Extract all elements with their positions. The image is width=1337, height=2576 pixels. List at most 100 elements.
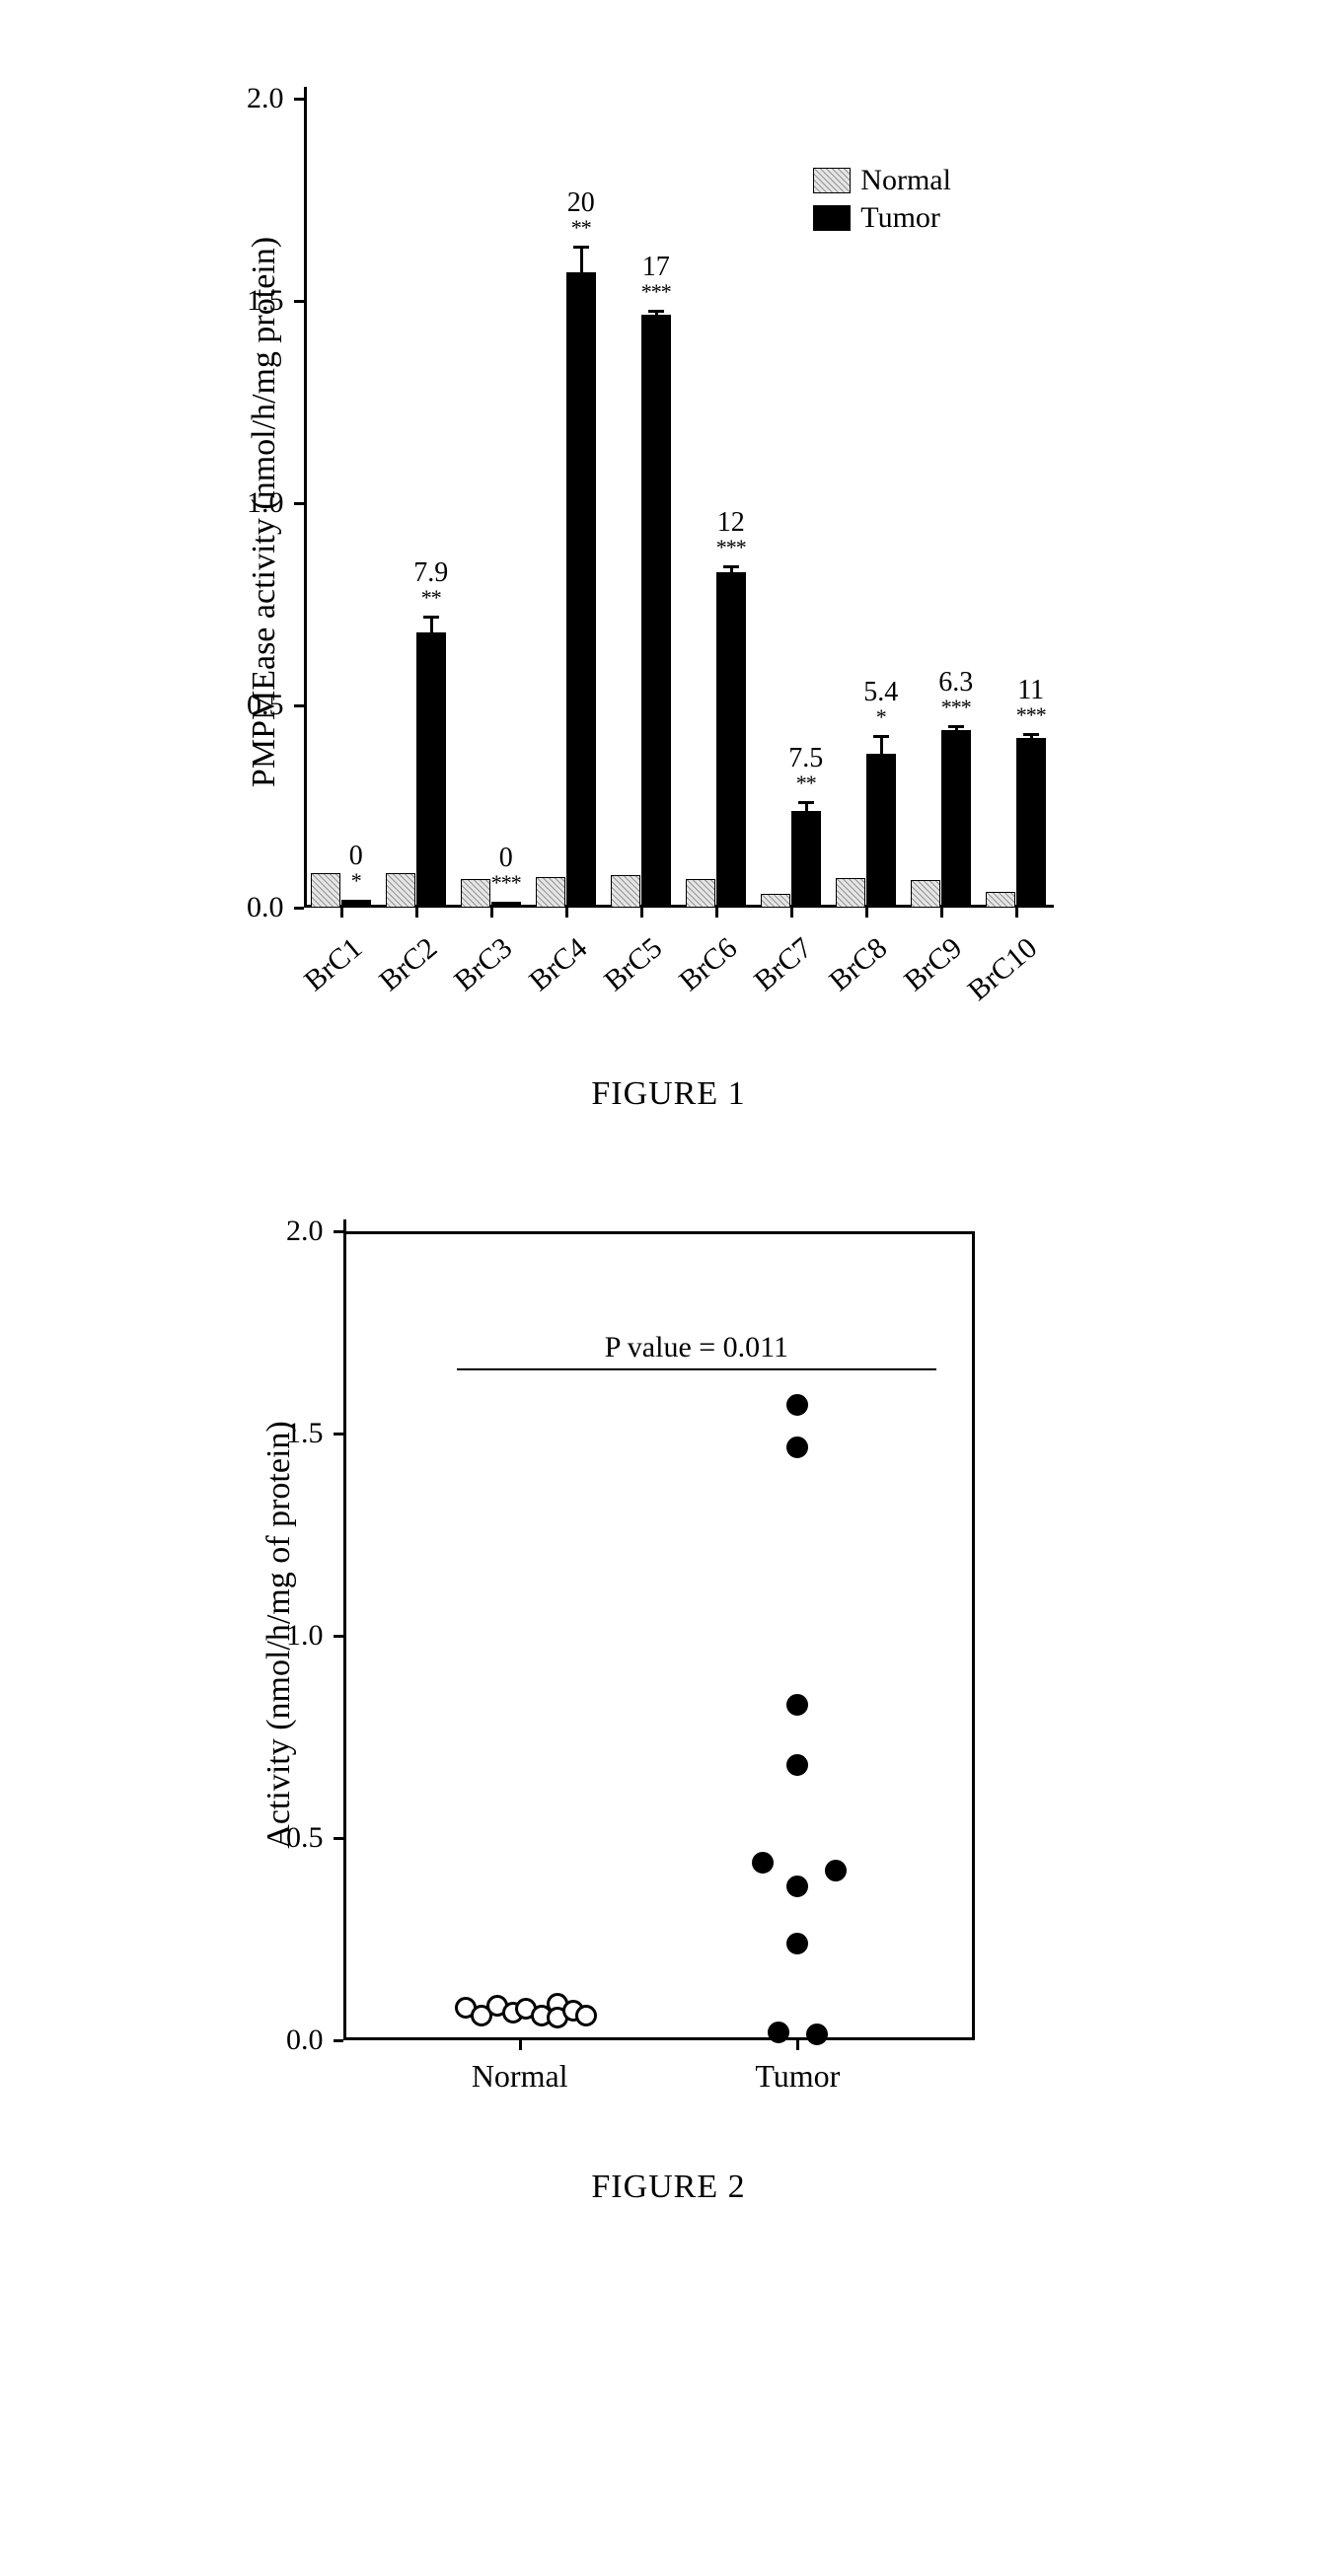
y-tick (334, 1433, 343, 1435)
x-tick (1015, 908, 1018, 918)
error-bar (880, 736, 883, 754)
error-cap (798, 801, 814, 804)
bar-normal (686, 879, 715, 908)
point-tumor (768, 2022, 789, 2043)
point-tumor (752, 1852, 774, 1874)
y-axis-overshoot (304, 87, 307, 99)
y-tick-label: 1.0 (247, 486, 284, 520)
bar-tumor (1016, 738, 1046, 908)
bar-annotation: 11*** (1016, 677, 1046, 726)
bar-annotation: 0*** (491, 845, 521, 894)
y-tick (334, 1230, 343, 1233)
figure-2-caption: FIGURE 2 (176, 2169, 1162, 2206)
y-tick-label: 0.0 (247, 891, 284, 924)
bar-normal (911, 880, 940, 908)
y-tick (294, 704, 304, 707)
figure-1: PMPMEase activity (nmol/h/mg protein) 0.… (176, 59, 1162, 1113)
x-tick (640, 908, 643, 918)
bar-annotation: 17*** (641, 254, 671, 303)
x-tick-label: BrC7 (748, 931, 819, 998)
y-tick (294, 907, 304, 910)
point-tumor (786, 1933, 808, 1954)
legend-label-tumor: Tumor (860, 201, 940, 235)
bar-tumor (566, 272, 596, 908)
error-cap (573, 246, 589, 249)
x-tick-label: BrC6 (673, 931, 744, 998)
x-tick-label: BrC2 (373, 931, 444, 998)
legend-item-normal: Normal (813, 164, 951, 197)
bar-annotation: 5.4* (863, 679, 898, 728)
x-tick (415, 908, 418, 918)
bar-normal (836, 878, 865, 908)
y-tick (334, 1635, 343, 1638)
y-axis-line (304, 99, 307, 908)
bar-tumor (791, 811, 821, 908)
axis-box-bottom (343, 2037, 975, 2040)
point-tumor (786, 1694, 808, 1716)
y-tick-label: 1.5 (286, 1417, 324, 1450)
figure-2: Activity (nmol/h/mg of protein) 0.00.51.… (176, 1192, 1162, 2206)
error-bar (430, 617, 433, 632)
axis-box-right (972, 1231, 975, 2040)
point-normal (575, 2005, 597, 2026)
x-tick (490, 908, 493, 918)
x-tick (565, 908, 568, 918)
p-value-text: P value = 0.011 (605, 1331, 788, 1364)
error-cap (873, 735, 889, 738)
figure-1-legend: Normal Tumor (813, 164, 951, 239)
x-tick (865, 908, 868, 918)
y-tick (334, 1837, 343, 1840)
point-tumor (786, 1436, 808, 1458)
x-tick-label: BrC5 (598, 931, 669, 998)
error-bar (580, 247, 583, 273)
legend-swatch-normal (813, 168, 851, 193)
y-tick-label: 2.0 (286, 1214, 324, 1248)
y-tick (294, 300, 304, 303)
bar-tumor (416, 632, 446, 908)
y-tick (294, 502, 304, 505)
x-tick (790, 908, 793, 918)
bar-annotation: 12*** (716, 509, 746, 558)
legend-label-normal: Normal (860, 164, 951, 197)
error-cap (423, 616, 439, 619)
bar-annotation: 7.9** (413, 559, 448, 609)
bar-normal (536, 877, 565, 908)
bar-annotation: 0* (349, 843, 363, 892)
error-cap (948, 725, 964, 728)
y-tick-label: 1.0 (286, 1619, 324, 1653)
point-tumor (806, 2024, 828, 2045)
y-tick-label: 1.5 (247, 284, 284, 318)
error-cap (723, 565, 739, 568)
x-tick-label: Tumor (755, 2058, 840, 2095)
y-tick (294, 98, 304, 101)
x-tick-label: Normal (472, 2058, 568, 2095)
point-tumor (786, 1754, 808, 1776)
error-cap (648, 310, 664, 313)
bar-normal (311, 873, 340, 908)
x-tick (340, 908, 343, 918)
bar-annotation: 7.5** (788, 745, 823, 794)
point-tumor (786, 1394, 808, 1416)
x-tick-label: BrC8 (823, 931, 894, 998)
error-cap (1023, 733, 1039, 736)
legend-item-tumor: Tumor (813, 201, 951, 235)
bar-tumor (716, 572, 746, 908)
x-tick-label: BrC1 (298, 931, 369, 998)
bar-normal (986, 892, 1015, 908)
bar-normal (386, 873, 415, 908)
y-tick-label: 2.0 (247, 82, 284, 115)
bar-tumor (941, 730, 971, 908)
y-axis-overshoot (343, 1219, 346, 1231)
x-tick-label: BrC3 (448, 931, 519, 998)
y-tick (334, 2039, 343, 2042)
axis-box-top (343, 1231, 975, 1234)
x-tick-label: BrC4 (523, 931, 594, 998)
x-tick-label: BrC10 (961, 931, 1043, 1007)
figure-1-caption: FIGURE 1 (176, 1075, 1162, 1113)
bar-tumor (341, 900, 371, 908)
point-tumor (786, 1876, 808, 1897)
bar-tumor (641, 315, 671, 908)
p-value-line (457, 1368, 936, 1370)
x-tick-label: BrC9 (898, 931, 969, 998)
figure-1-plot: PMPMEase activity (nmol/h/mg protein) 0.… (176, 59, 1162, 1046)
